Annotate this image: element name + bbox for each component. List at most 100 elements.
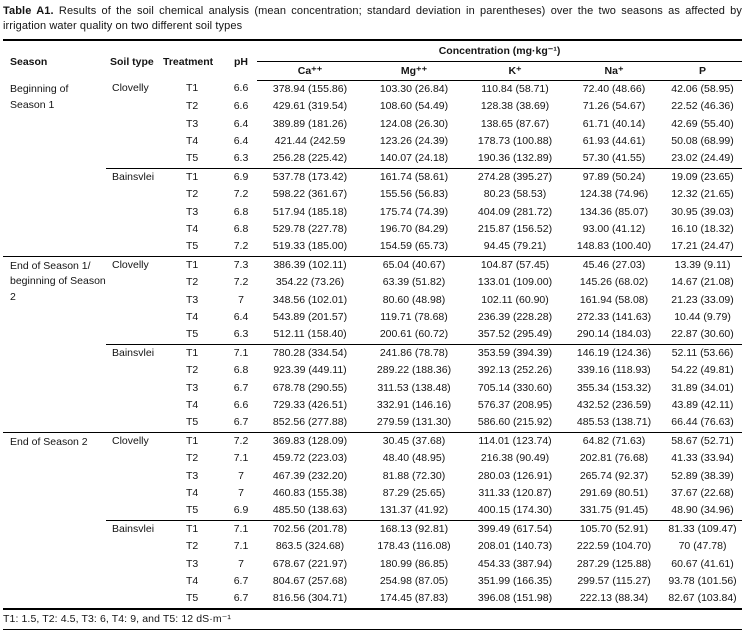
table-row: T4 7 460.83 (155.38) 87.29 (25.65) 311.33 (1…	[3, 485, 742, 502]
mg-value-cell: 155.56 (56.83)	[379, 188, 449, 201]
p-value-cell: 70 (47.78)	[678, 540, 727, 553]
treatment-cell: T4	[186, 222, 199, 235]
na-value-cell: 290.14 (184.03)	[576, 328, 652, 341]
ca-value-cell: 678.67 (221.97)	[272, 557, 348, 570]
treatment-cell: T2	[186, 364, 199, 377]
ca-value-cell: 459.72 (223.03)	[272, 452, 348, 465]
ph-cell: 7.2	[225, 431, 257, 451]
na-value-cell: 299.57 (115.27)	[577, 575, 651, 588]
k-value-cell: 104.87 (57.45)	[465, 255, 565, 275]
p-column-header: P	[663, 61, 743, 81]
na-value-cell: 222.13 (88.34)	[579, 592, 649, 605]
mg-value-cell: 80.60 (48.98)	[382, 293, 446, 306]
k-value-cell: 357.52 (295.49)	[477, 328, 553, 341]
ph-cell: 7	[238, 487, 244, 500]
p-value-cell: 19.09 (23.65)	[663, 167, 743, 187]
p-value-cell: 37.67 (22.68)	[671, 487, 734, 500]
na-value-cell: 272.33 (141.63)	[576, 310, 652, 323]
header-row-main: Season Soil type Treatment pH Concentrat…	[3, 38, 743, 81]
k-column-header: K⁺	[465, 61, 565, 81]
k-value-cell: 128.38 (38.69)	[480, 100, 550, 113]
na-value-cell: 124.38 (74.96)	[579, 188, 649, 201]
ph-cell: 7.1	[233, 540, 249, 553]
table-row: T3 6.7 678.78 (290.55) 311.53 (138.48) 705.1…	[3, 380, 742, 397]
na-value-cell: 485.53 (138.71)	[576, 416, 652, 429]
mg-value-cell: 332.91 (146.16)	[376, 399, 452, 411]
mg-value-cell: 175.74 (74.39)	[379, 205, 449, 218]
ph-cell: 6.9	[225, 167, 257, 187]
table-row: T4 6.8 529.78 (227.78) 196.70 (84.29) 215.87…	[3, 221, 742, 238]
table-row: Bainsvlei T1 6.9 537.78 (173.42) 161.74 (58.…	[3, 167, 743, 257]
mg-value-cell: 81.88 (72.30)	[382, 469, 446, 482]
na-value-cell: 148.83 (100.40)	[576, 240, 652, 253]
k-value-cell: 454.33 (387.94)	[477, 557, 553, 570]
p-value-cell: 82.67 (103.84)	[668, 592, 737, 605]
table-row: T3 7 678.67 (221.97) 180.99 (86.85) 454.33 (…	[3, 556, 742, 573]
ph-cell: 6.3	[233, 328, 249, 341]
p-value-cell: 81.33 (109.47)	[663, 519, 743, 539]
treatment-cell: T3	[186, 117, 199, 130]
ph-cell: 7.1	[225, 519, 257, 539]
p-value-cell: 16.10 (18.32)	[671, 222, 734, 235]
treatment-cell: T3	[186, 469, 199, 482]
na-value-cell: 265.74 (92.37)	[579, 469, 649, 482]
mg-value-cell: 119.71 (78.68)	[380, 310, 448, 323]
treatment-column-header: Treatment	[163, 38, 225, 81]
ca-value-cell: 354.22 (73.26)	[275, 276, 345, 289]
season-cell: Beginning of Season 1	[10, 83, 69, 111]
ph-cell: 6.4	[233, 134, 249, 147]
ca-value-cell: 467.39 (232.20)	[272, 469, 348, 482]
table-caption-label: Table A1.	[3, 5, 54, 17]
na-column-header: Na⁺	[565, 61, 663, 81]
p-value-cell: 21.23 (33.09)	[671, 293, 734, 306]
k-value-cell: 399.49 (617.54)	[465, 519, 565, 539]
ph-cell: 7	[238, 293, 244, 306]
na-value-cell: 45.46 (27.03)	[565, 255, 663, 275]
table-row: Beginning of Season 1 Clovelly T1 6.6 378.94…	[3, 80, 742, 111]
p-value-cell: 30.95 (39.03)	[671, 205, 734, 218]
ca-value-cell: 369.83 (128.09)	[257, 431, 363, 451]
treatment-cell: T4	[186, 487, 199, 500]
soil-type-cell: Bainsvlei	[106, 167, 163, 257]
treatment-cell: T3	[186, 557, 199, 570]
table-row: T4 6.4 543.89 (201.57) 119.71 (78.68) 236.39…	[3, 309, 742, 326]
ca-value-cell: 348.56 (102.01)	[272, 293, 348, 306]
k-value-cell: 215.87 (156.52)	[477, 222, 553, 235]
na-value-cell: 355.34 (153.32)	[576, 381, 652, 394]
treatment-cell: T1	[186, 82, 199, 95]
ph-column-header: pH	[225, 38, 257, 81]
k-value-cell: 110.84 (58.71)	[481, 82, 549, 95]
mg-column-header: Mg⁺⁺	[363, 61, 465, 81]
mg-value-cell: 180.99 (86.85)	[379, 557, 449, 570]
p-value-cell: 42.69 (55.40)	[671, 117, 734, 130]
p-value-cell: 41.33 (33.94)	[671, 452, 734, 465]
ca-value-cell: 816.56 (304.71)	[272, 592, 348, 605]
soil-type-cell: Clovelly	[112, 82, 149, 95]
mg-value-cell: 161.74 (58.61)	[363, 167, 465, 187]
ph-cell: 7	[238, 469, 244, 482]
ph-cell: 6.6	[233, 82, 249, 95]
treatment-cell: T3	[186, 205, 199, 218]
ca-value-cell: 378.94 (155.86)	[272, 82, 348, 95]
ph-cell: 6.9	[233, 504, 249, 517]
soil-type-cell: Bainsvlei	[106, 519, 163, 609]
mg-value-cell: 168.13 (92.81)	[363, 519, 465, 539]
ca-value-cell: 512.11 (158.40)	[273, 328, 347, 341]
soil-type-cell: Clovelly	[106, 431, 163, 521]
treatment-cell: T4	[186, 310, 199, 323]
mg-value-cell: 311.53 (138.48)	[377, 381, 451, 394]
soil-type-cell: Bainsvlei	[106, 343, 163, 433]
ca-value-cell: 863.5 (324.68)	[275, 540, 345, 553]
treatment-cell: T1	[163, 255, 225, 275]
table-row: End of Season 2 Clovelly T1 7.2 369.83 (128.…	[3, 431, 743, 609]
ca-value-cell: 460.83 (155.38)	[272, 487, 348, 500]
mg-value-cell: 289.22 (188.36)	[376, 364, 452, 377]
p-value-cell: 14.67 (21.08)	[671, 276, 734, 289]
mg-value-cell: 48.40 (48.95)	[382, 452, 446, 465]
table-row: T2 7.2 598.22 (361.67) 155.56 (56.83) 80.23 …	[3, 186, 742, 203]
ph-cell: 6.6	[233, 399, 249, 411]
table-row: T3 7 348.56 (102.01) 80.60 (48.98) 102.11 (6…	[3, 292, 742, 309]
table-row: T5 6.7 852.56 (277.88) 279.59 (131.30) 586.6…	[3, 414, 742, 432]
ph-cell: 6.8	[233, 205, 249, 218]
ca-value-cell: 529.78 (227.78)	[272, 222, 348, 235]
